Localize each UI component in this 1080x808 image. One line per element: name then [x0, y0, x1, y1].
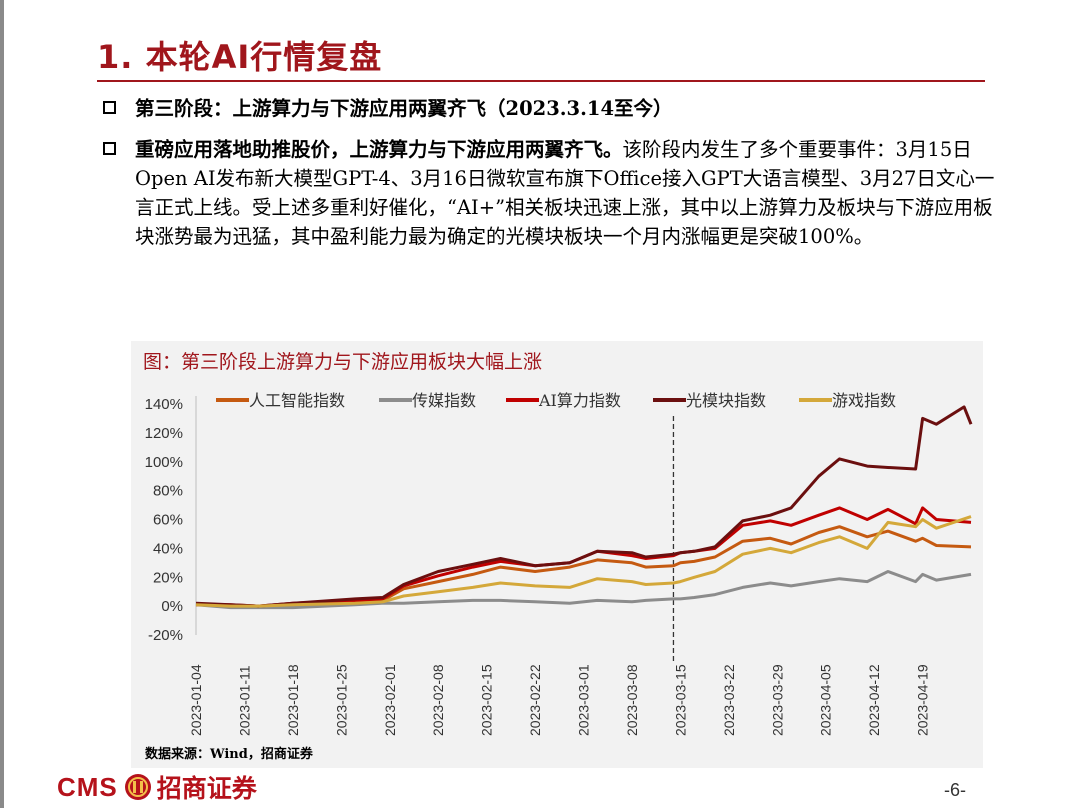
y-tick-label: 140% — [145, 396, 183, 413]
logo-cn-text: 招商证券 — [156, 774, 257, 803]
x-tick-label: 2023-01-11 — [236, 665, 252, 736]
x-tick-label: 2023-03-22 — [721, 664, 737, 736]
data-source-note: 数据来源：Wind，招商证券 — [145, 747, 313, 762]
series-line — [195, 515, 972, 608]
x-tick-label: 2023-02-08 — [430, 664, 446, 736]
bullet-events-text: 该阶段内发生了多个重要事件：3月15日Open AI发布新大模型GPT-4、3月… — [135, 138, 995, 248]
line-chart: -20% 0% 20% 40% 60% 80% 100% 120% 140% 2023-01-04… — [145, 391, 973, 736]
x-tick-label: 2023-04-05 — [818, 664, 834, 736]
cms-logo: CMS 招商证券 — [57, 770, 257, 804]
y-tick-label: 0% — [161, 598, 183, 615]
series-line — [195, 405, 973, 608]
chart-panel — [131, 341, 983, 768]
bullet-events: 重磅应用落地助推股价，上游算力与下游应用两翼齐飞。该阶段内发生了多个重要事件：3… — [103, 135, 1003, 251]
cms-emblem-icon — [124, 774, 151, 800]
x-tick-label: 2023-02-01 — [382, 664, 398, 736]
chart-title: 图：第三阶段上游算力与下游应用板块大幅上涨 — [143, 351, 543, 373]
page-number: -6- — [944, 780, 966, 800]
y-tick-label: 100% — [145, 454, 183, 471]
y-tick-label: 40% — [153, 540, 183, 557]
x-tick-label: 2023-03-15 — [672, 664, 688, 736]
series-line — [195, 525, 972, 608]
slide-title: 1. 本轮AI行情复盘 — [97, 38, 383, 76]
y-tick-label: 120% — [145, 425, 183, 442]
left-edge-bar — [0, 0, 4, 808]
title-rule — [97, 80, 985, 82]
y-tick-label: 60% — [153, 512, 183, 529]
x-tick-label: 2023-04-12 — [866, 664, 882, 736]
square-bullet-icon — [103, 101, 116, 114]
logo-cms-text: CMS — [57, 771, 118, 802]
legend-label: 游戏指数 — [832, 391, 896, 410]
x-tick-label: 2023-03-29 — [769, 664, 785, 736]
bullet-events-lead: 重磅应用落地助推股价，上游算力与下游应用两翼齐飞。 — [135, 138, 623, 161]
bullet-stage-three: 第三阶段：上游算力与下游应用两翼齐飞（2023.3.14至今） — [103, 94, 1003, 123]
x-tick-label: 2023-02-22 — [527, 664, 543, 736]
square-bullet-icon — [103, 142, 116, 155]
legend-label: 人工智能指数 — [249, 391, 345, 410]
y-tick-label: 80% — [153, 483, 183, 500]
x-tick-label: 2023-01-18 — [285, 664, 301, 736]
legend-label: 光模块指数 — [686, 391, 766, 410]
legend-label: 传媒指数 — [412, 391, 476, 410]
x-tick-label: 2023-02-15 — [479, 664, 495, 736]
x-tick-label: 2023-04-19 — [915, 664, 931, 736]
y-tick-label: -20% — [148, 627, 183, 644]
legend-label: AI算力指数 — [538, 391, 621, 410]
bullet-stage-three-text: 第三阶段：上游算力与下游应用两翼齐飞（2023.3.14至今） — [135, 97, 673, 120]
x-tick-label: 2023-01-04 — [188, 664, 204, 736]
x-tick-label: 2023-03-01 — [576, 664, 592, 736]
y-tick-label: 20% — [153, 569, 183, 586]
x-tick-label: 2023-01-25 — [333, 664, 349, 736]
x-tick-label: 2023-03-08 — [624, 664, 640, 736]
